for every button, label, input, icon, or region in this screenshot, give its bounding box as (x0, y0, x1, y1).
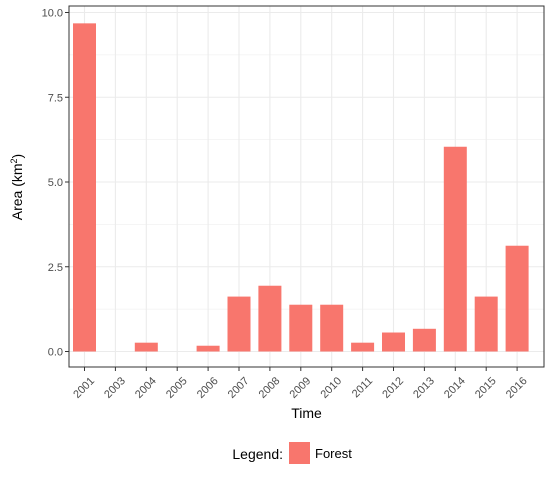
x-tick-label: 2005 (164, 375, 190, 401)
y-tick-label: 2.5 (48, 262, 63, 274)
y-tick-label: 0.0 (48, 347, 63, 359)
bar-2012 (382, 332, 405, 352)
y-axis-title-superscript: 2 (9, 158, 19, 163)
bar-2010 (320, 304, 344, 352)
x-tick-label: 2009 (288, 375, 314, 401)
x-tick-label: 2003 (102, 375, 128, 401)
legend: Legend: Forest (232, 442, 352, 464)
bar-2004 (134, 342, 158, 352)
x-tick-label: 2014 (442, 375, 468, 401)
legend-label-forest: Forest (315, 446, 352, 461)
plot-panel-border (68, 5, 545, 368)
x-tick-label: 2011 (350, 375, 375, 400)
y-axis-title-suffix: ) (9, 154, 25, 159)
bar-2001 (73, 23, 96, 352)
x-axis-ticks: 2001 2003 2004 2005 2006 2007 2008 2009 2010 2011… (71, 367, 530, 401)
x-tick-label: 2012 (380, 375, 406, 401)
y-tick-label: 7.5 (48, 92, 63, 104)
y-tick-label: 10.0 (42, 8, 63, 20)
x-tick-label: 2013 (411, 375, 437, 401)
bar-2015 (474, 296, 498, 352)
y-axis-ticks: 0.0 2.5 5.0 7.5 10.0 (42, 8, 69, 359)
bar-2011 (351, 342, 375, 352)
x-tick-label: 2008 (257, 375, 283, 401)
x-tick-label: 2001 (71, 375, 97, 401)
bar-2006 (196, 345, 220, 352)
x-tick-label: 2006 (195, 375, 221, 401)
bar-2014 (443, 146, 467, 352)
bar-2009 (289, 304, 313, 352)
x-tick-label: 2016 (504, 375, 530, 401)
bar-2008 (258, 285, 282, 352)
x-tick-label: 2010 (318, 375, 344, 401)
y-tick-label: 5.0 (48, 177, 63, 189)
x-tick-label: 2015 (473, 375, 499, 401)
y-axis-title-main: Area (km (9, 163, 25, 220)
bar-2007 (227, 296, 251, 352)
x-axis-title: Time (291, 405, 322, 421)
x-tick-label: 2007 (226, 375, 252, 401)
bar-2013 (412, 328, 436, 352)
bars (73, 23, 529, 352)
legend-title: Legend: (232, 446, 283, 462)
bar-2016 (505, 245, 529, 352)
x-tick-label: 2004 (133, 375, 159, 401)
legend-key-forest (289, 442, 310, 464)
y-axis-title: Area (km2) (9, 154, 25, 220)
